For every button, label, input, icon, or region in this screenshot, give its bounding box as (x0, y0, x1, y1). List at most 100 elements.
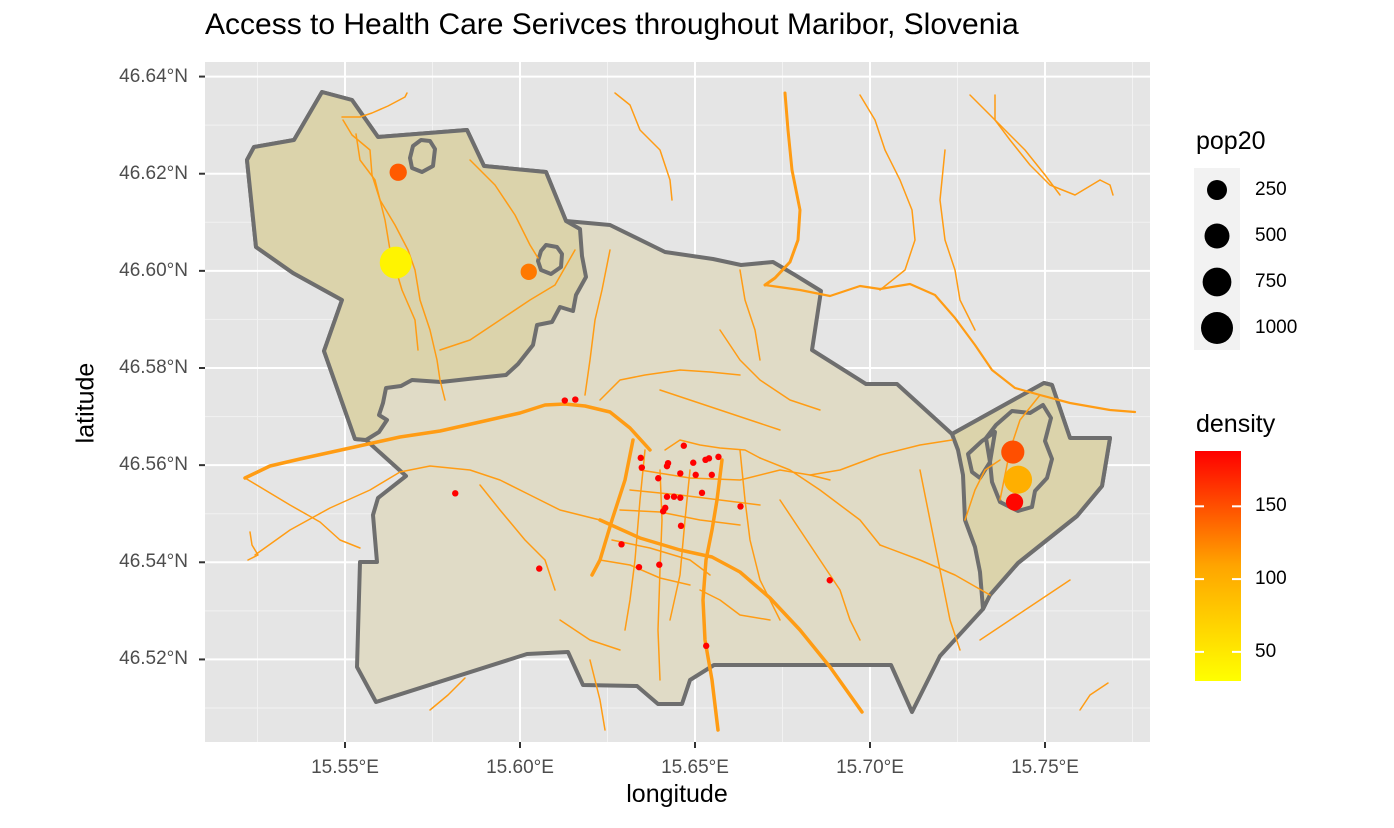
road (859, 94, 916, 291)
health-service-point (561, 397, 568, 404)
settlement-bubble (1005, 493, 1024, 511)
health-service-point (635, 563, 643, 571)
settlement-bubble (389, 163, 407, 181)
road (611, 539, 711, 576)
health-service-point (692, 471, 699, 479)
road (629, 489, 761, 506)
road (614, 92, 673, 201)
health-service-point (677, 494, 684, 501)
road (469, 159, 539, 259)
y-tick-label: 46.56°N (119, 454, 188, 476)
road (584, 249, 611, 396)
health-service-point (637, 454, 644, 462)
x-tick-label: 15.70°E (836, 757, 904, 778)
size-legend-label: 250 (1255, 179, 1287, 200)
road (964, 459, 1001, 521)
size-legend-key (1202, 267, 1232, 297)
health-service-point (737, 503, 744, 510)
settlement-bubble (1001, 440, 1025, 464)
health-service-point (690, 459, 697, 466)
road (589, 659, 606, 731)
road (739, 449, 781, 621)
road (664, 439, 761, 459)
road (342, 119, 446, 401)
road (619, 509, 741, 526)
size-legend-key (1204, 223, 1230, 249)
health-service-point (708, 471, 715, 479)
health-service-point (655, 475, 662, 482)
size-legend-label: 500 (1255, 225, 1287, 246)
road-network (243, 91, 1137, 732)
health-service-point (618, 541, 625, 548)
health-services (452, 396, 833, 650)
health-service-point (663, 493, 671, 500)
y-tick-label: 46.62°N (119, 162, 188, 184)
main-road (598, 518, 864, 714)
road (969, 94, 1061, 196)
road (624, 449, 646, 631)
y-axis-title: latitude (71, 362, 100, 444)
settlement-bubbles (379, 163, 1033, 511)
road (659, 389, 781, 431)
settlement-outline (536, 243, 564, 276)
road (429, 677, 466, 711)
health-service-point (664, 460, 672, 467)
road (719, 329, 821, 411)
color-legend-title: density (1196, 410, 1276, 438)
health-service-point (452, 490, 459, 497)
road (1079, 682, 1109, 711)
health-service-point (698, 489, 706, 497)
health-service-point (677, 522, 685, 530)
size-legend-label: 1000 (1255, 317, 1298, 338)
road (479, 484, 556, 591)
health-service-point (572, 396, 579, 403)
road (669, 469, 691, 621)
health-service-point (705, 455, 713, 462)
y-tick-label: 46.52°N (119, 648, 188, 670)
size-legend-title: pop20 (1196, 127, 1266, 155)
road (879, 544, 991, 596)
settlement-outline (408, 138, 437, 174)
health-service-point (680, 442, 687, 449)
color-legend-label: 100 (1255, 568, 1287, 590)
y-tick-label: 46.60°N (119, 259, 188, 281)
y-tick-label: 46.58°N (119, 357, 188, 378)
road (244, 477, 361, 549)
road (939, 149, 976, 331)
road (599, 559, 691, 586)
road (994, 94, 1101, 196)
axis-tick-marks (199, 75, 1046, 748)
settlement-outline (966, 430, 997, 480)
settlement-bubble (520, 263, 537, 280)
size-legend-key (1201, 312, 1233, 344)
density-colorbar (1195, 451, 1241, 681)
y-tick-label: 46.54°N (119, 551, 188, 573)
health-service-point (659, 508, 667, 515)
x-tick-label: 15.60°E (486, 757, 554, 778)
health-service-point (677, 470, 684, 477)
road (809, 439, 953, 476)
road (247, 531, 259, 561)
road (759, 457, 881, 546)
color-legend-label: 50 (1255, 640, 1277, 662)
road (979, 579, 1071, 641)
road (699, 589, 771, 621)
road (439, 249, 576, 351)
road (355, 133, 419, 351)
y-tick-label: 46.64°N (119, 65, 188, 87)
x-tick-label: 15.55°E (311, 757, 379, 778)
size-legend-key (1207, 180, 1227, 200)
health-service-point (536, 565, 543, 572)
road (1099, 179, 1114, 196)
road (919, 469, 961, 651)
road (657, 469, 663, 681)
main-road (590, 438, 635, 577)
health-service-point (826, 577, 833, 584)
settlement-bubble (1004, 465, 1033, 494)
northwest-settlement-area (245, 90, 588, 442)
road (779, 499, 861, 641)
main-road (701, 458, 724, 732)
health-service-point (703, 642, 710, 650)
x-axis-title-text: longitude (626, 780, 728, 808)
